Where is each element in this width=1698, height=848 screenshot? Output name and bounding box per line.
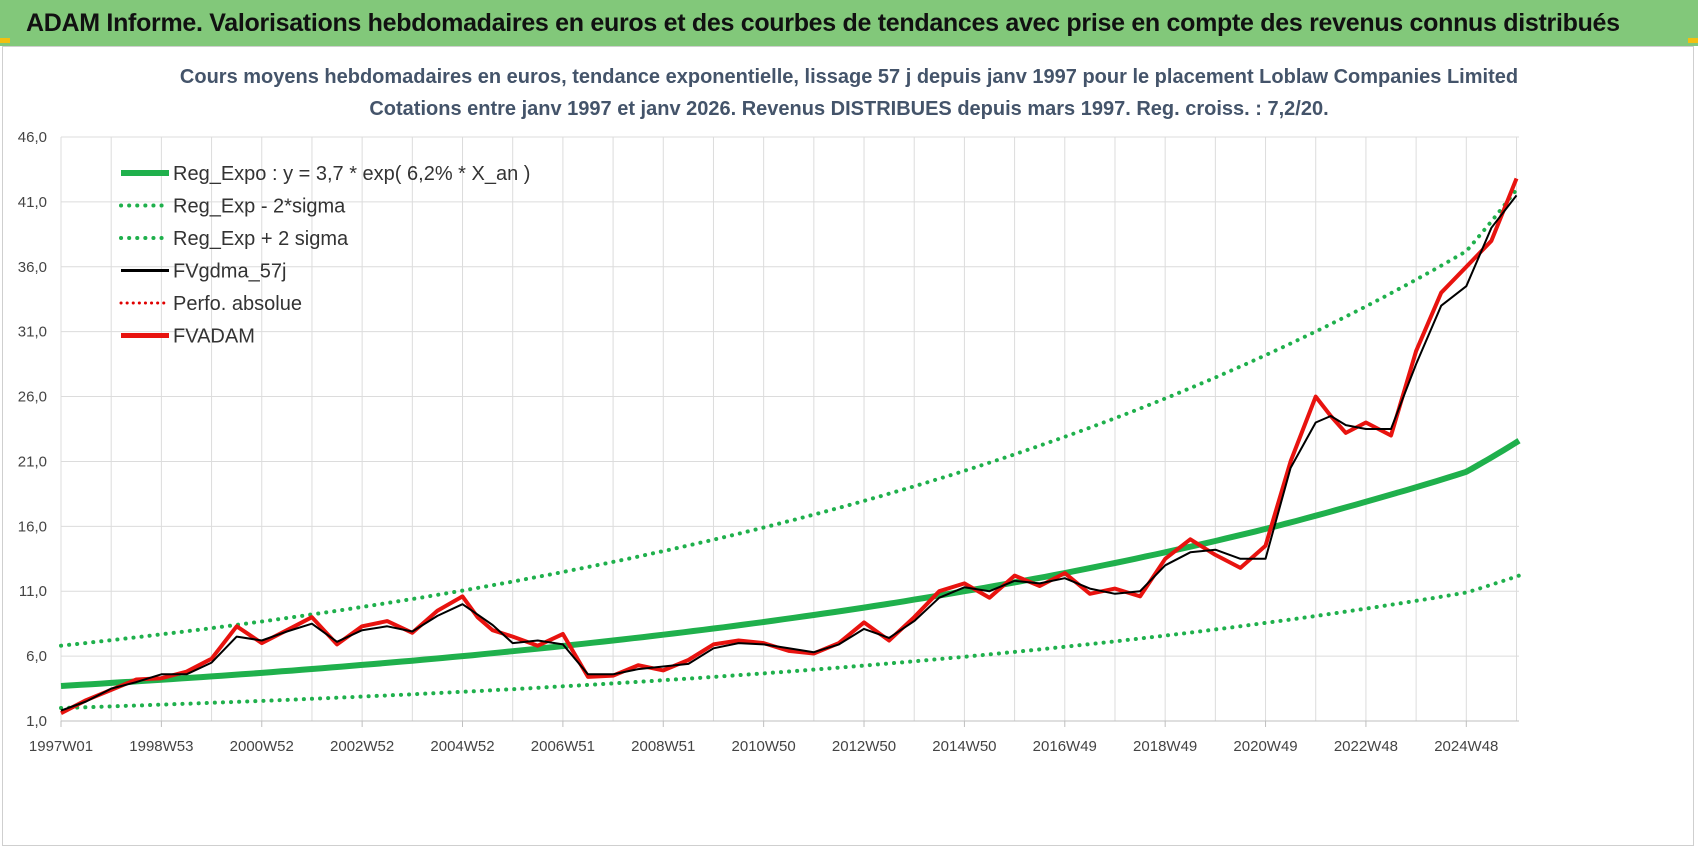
x-tick-label: 2010W50: [732, 738, 796, 755]
corner-marker-right: [1688, 38, 1698, 43]
legend-label: Reg_Exp - 2*sigma: [173, 196, 346, 218]
y-tick-label: 21,0: [18, 453, 47, 470]
chart-subtitle: Cotations entre janv 1997 et janv 2026. …: [369, 98, 1328, 120]
x-axis-ticks: 1997W01 1998W53 2000W52 2002W52 2004W52 2006W…: [29, 721, 1498, 755]
chart-svg: Cours moyens hebdomadaires en euros, ten…: [18, 66, 1521, 755]
x-tick-label: 2016W49: [1033, 738, 1097, 755]
x-tick-label: 2002W52: [330, 738, 394, 755]
legend-label: Reg_Expo : y = 3,7 * exp( 6,2% * X_an ): [173, 163, 530, 185]
legend-label: FVgdma_57j: [173, 261, 286, 283]
y-tick-label: 31,0: [18, 324, 47, 341]
report-title: ADAM Informe. Valorisations hebdomadaire…: [26, 9, 1620, 37]
reg-expo-line: [60, 438, 1521, 689]
x-tick-label: 2012W50: [832, 738, 896, 755]
x-tick-label: 2022W48: [1334, 738, 1398, 755]
x-tick-label: 2004W52: [430, 738, 494, 755]
report-banner: ADAM Informe. Valorisations hebdomadaire…: [0, 0, 1698, 46]
legend-label: Perfo. absolue: [173, 293, 302, 315]
grid: [60, 136, 1519, 722]
x-tick-label: 1997W01: [29, 738, 93, 755]
x-tick-label: 2008W51: [631, 738, 695, 755]
chart-area: Cours moyens hebdomadaires en euros, ten…: [2, 46, 1694, 846]
reg-minus-2sigma-line: [59, 573, 1521, 710]
legend-label: FVADAM: [173, 326, 255, 348]
reg-plus-2sigma-line: [59, 184, 1521, 648]
y-tick-label: 16,0: [18, 518, 47, 535]
x-tick-label: 2018W49: [1133, 738, 1197, 755]
corner-marker-left: [0, 38, 10, 43]
x-tick-label: 2020W49: [1233, 738, 1297, 755]
x-tick-label: 2014W50: [932, 738, 996, 755]
y-tick-label: 26,0: [18, 389, 47, 406]
y-axis-ticks: 1,0 6,0 11,0 16,0 21,0 26,0 31,0 36,0 41,0 46,0: [18, 129, 47, 730]
legend: Reg_Expo : y = 3,7 * exp( 6,2% * X_an ) R…: [119, 163, 530, 348]
legend-label: Reg_Exp + 2 sigma: [173, 228, 349, 250]
series-lines: [59, 177, 1521, 715]
x-tick-label: 2000W52: [230, 738, 294, 755]
y-tick-label: 41,0: [18, 194, 47, 211]
chart-title: Cours moyens hebdomadaires en euros, ten…: [180, 66, 1518, 88]
x-tick-label: 2024W48: [1434, 738, 1498, 755]
x-tick-label: 2006W51: [531, 738, 595, 755]
y-tick-label: 1,0: [26, 713, 47, 730]
y-tick-label: 11,0: [19, 583, 47, 600]
x-tick-label: 1998W53: [129, 738, 193, 755]
y-tick-label: 46,0: [18, 129, 47, 146]
fvadam-line: [60, 177, 1519, 715]
y-tick-label: 6,0: [26, 648, 47, 665]
fvgdma-57j-line: [60, 194, 1518, 712]
y-tick-label: 36,0: [18, 259, 47, 276]
